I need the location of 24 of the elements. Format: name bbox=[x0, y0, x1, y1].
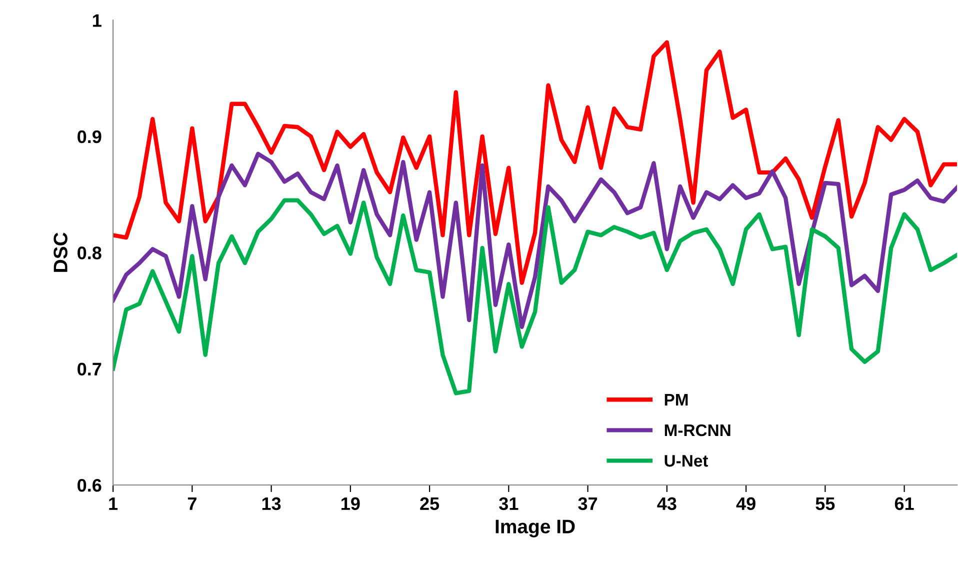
y-tick-label: 0.9 bbox=[78, 130, 102, 144]
y-tick-label: 0.8 bbox=[78, 246, 102, 260]
legend-label: M-RCNN bbox=[664, 424, 730, 436]
legend-label: U-Net bbox=[664, 455, 708, 467]
x-tick-label: 49 bbox=[736, 497, 756, 510]
line-series bbox=[113, 198, 958, 396]
line-series bbox=[113, 152, 958, 330]
x-tick-label: 37 bbox=[578, 497, 598, 510]
x-tick-label: 61 bbox=[894, 497, 914, 510]
y-tick-label: 0.7 bbox=[78, 362, 102, 376]
y-axis-title: DSC bbox=[54, 232, 68, 272]
x-tick-label: 43 bbox=[657, 497, 676, 510]
x-tick-label: 55 bbox=[816, 497, 835, 510]
x-tick-label: 1 bbox=[109, 497, 118, 510]
y-tick-label: 1 bbox=[93, 14, 102, 27]
x-tick-label: 31 bbox=[499, 497, 518, 510]
x-tick-label: 13 bbox=[262, 497, 281, 510]
y-tick-label: 0.6 bbox=[78, 478, 102, 492]
x-axis-title: Image ID bbox=[496, 520, 575, 538]
legend-label: PM bbox=[664, 394, 688, 406]
x-tick-label: 25 bbox=[420, 497, 440, 510]
x-tick-label: 7 bbox=[188, 497, 196, 510]
line-series bbox=[113, 40, 958, 285]
x-tick-label: 19 bbox=[342, 497, 360, 510]
